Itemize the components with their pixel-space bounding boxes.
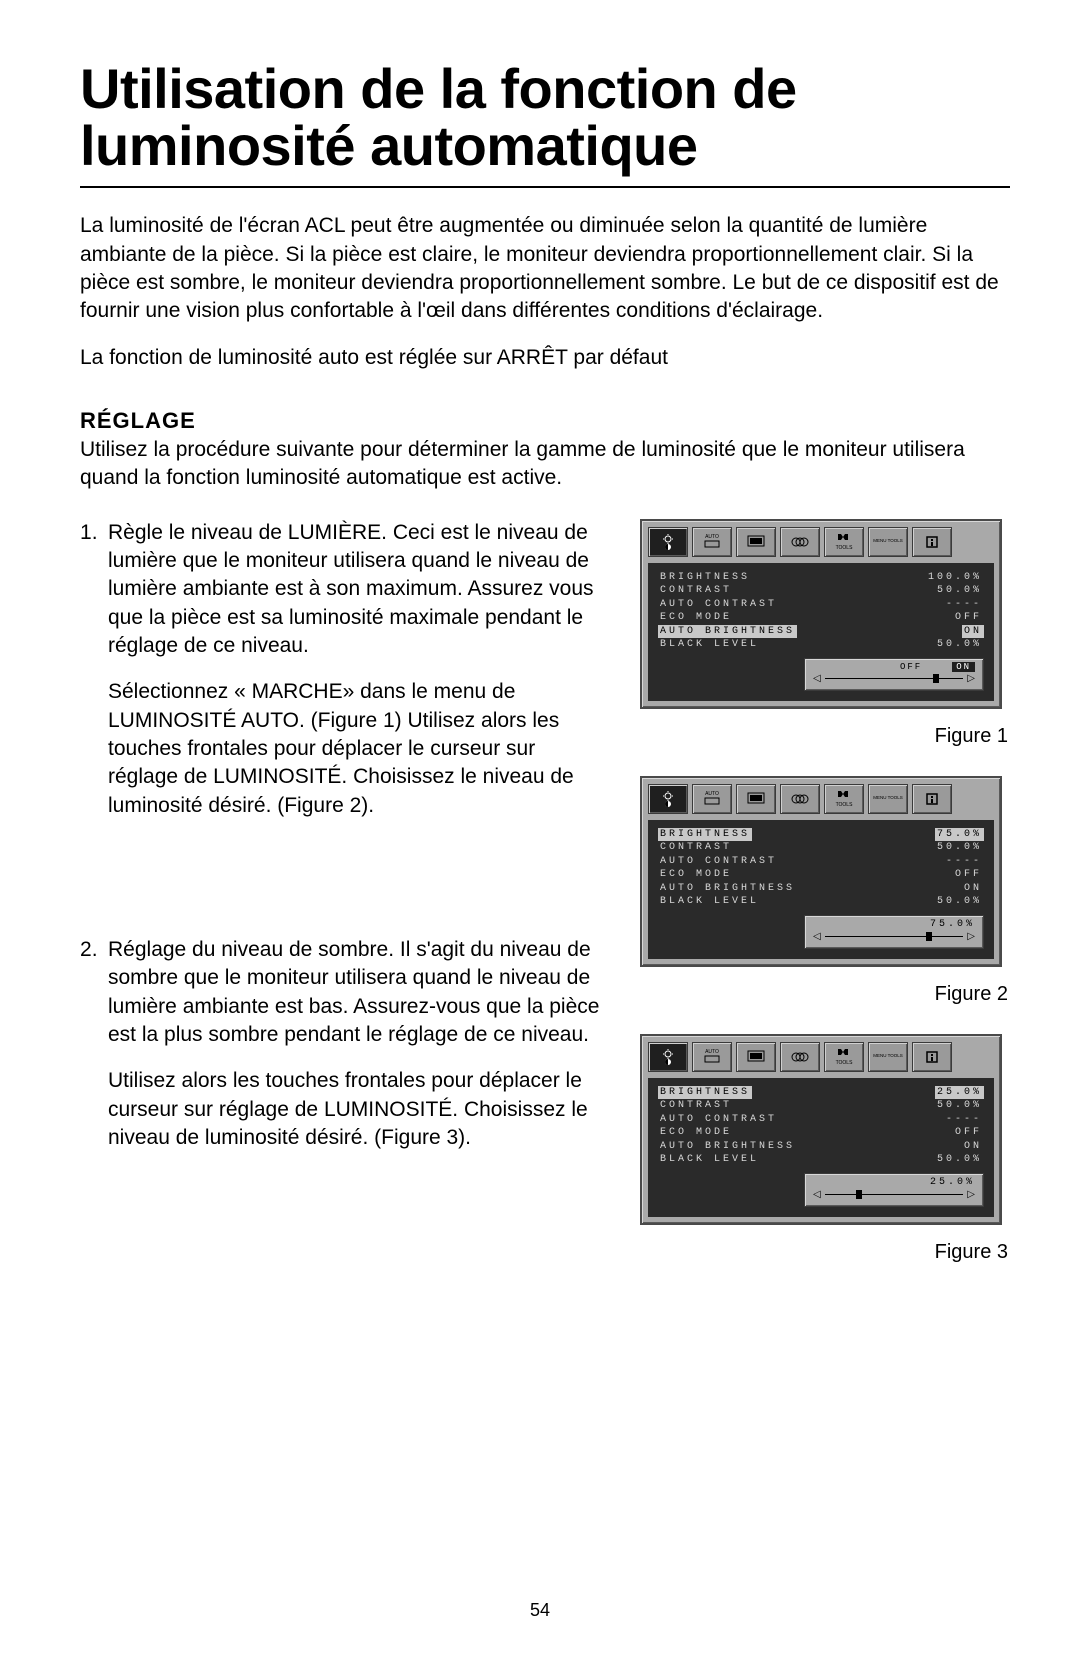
auto-tab: AUTO	[692, 527, 732, 557]
slider-thumb	[856, 1190, 862, 1199]
slider-thumb	[933, 674, 939, 683]
row-auto-brightness: AUTO BRIGHTNESSON	[658, 1140, 984, 1154]
row-eco-mode: ECO MODEOFF	[658, 1126, 984, 1140]
row-black-level: BLACK LEVEL50.0%	[658, 895, 984, 909]
tools-tab: TOOLS	[824, 1042, 864, 1072]
brightness-tab-icon	[648, 784, 688, 814]
toggle-on-label: ON	[952, 662, 975, 672]
screen-tab-icon	[736, 527, 776, 557]
osd-tabs: AUTO TOOLS MENU TOOLS	[648, 784, 994, 814]
title-rule	[80, 186, 1010, 188]
figure-3-caption: Figure 3	[640, 1241, 1008, 1264]
row-black-level: BLACK LEVEL50.0%	[658, 1153, 984, 1167]
figure-2-caption: Figure 2	[640, 983, 1008, 1006]
page-title: Utilisation de la fonction de luminosité…	[80, 60, 1010, 174]
info-tab-icon	[912, 527, 952, 557]
screen-tab-icon	[736, 1042, 776, 1072]
auto-tab-label: AUTO	[705, 534, 719, 540]
slider-track: ◁▷	[813, 673, 975, 685]
info-tab-icon	[912, 1042, 952, 1072]
figure-1-caption: Figure 1	[640, 725, 1008, 748]
osd-tabs: AUTO TOOLS MENU TOOLS	[648, 1042, 994, 1072]
osd-slider-box: 25.0% ◁▷	[804, 1173, 984, 1207]
row-auto-brightness: AUTO BRIGHTNESSON	[658, 882, 984, 896]
row-black-level: BLACK LEVEL50.0%	[658, 638, 984, 652]
step-1: Règle le niveau de LUMIÈRE. Ceci est le …	[80, 519, 610, 820]
osd-body: BRIGHTNESS100.0% CONTRAST50.0% AUTO CONT…	[648, 563, 994, 701]
tools-tab: TOOLS	[824, 527, 864, 557]
row-auto-brightness: AUTO BRIGHTNESSON	[658, 625, 984, 639]
color-tab-icon	[780, 527, 820, 557]
osd-slider-box: 75.0% ◁▷	[804, 915, 984, 949]
osd-figure-3: AUTO TOOLS MENU TOOLS BRIGHTNESS25.0% CO…	[640, 1034, 1002, 1225]
intro-paragraph: La luminosité de l'écran ACL peut être a…	[80, 212, 1010, 325]
arrow-right-icon: ▷	[967, 931, 975, 942]
row-brightness: BRIGHTNESS100.0%	[658, 571, 984, 585]
menu-tools-tab: MENU TOOLS	[868, 784, 908, 814]
section-heading: RÉGLAGE	[80, 408, 1010, 434]
row-eco-mode: ECO MODEOFF	[658, 868, 984, 882]
color-tab-icon	[780, 1042, 820, 1072]
row-brightness: BRIGHTNESS25.0%	[658, 1086, 984, 1100]
slider-thumb	[926, 932, 932, 941]
menu-tools-label: MENU TOOLS	[873, 539, 903, 544]
step-2-text-b: Utilisez alors les touches frontales pou…	[108, 1067, 610, 1152]
arrow-left-icon: ◁	[813, 673, 821, 684]
osd-figure-1: AUTO TOOLS MENU TOOLS BRIGHTNESS100.0% C…	[640, 519, 1002, 709]
brightness-tab-icon	[648, 1042, 688, 1072]
osd-tabs: AUTO TOOLS MENU TOOLS	[648, 527, 994, 557]
row-auto-contrast: AUTO CONTRAST----	[658, 1113, 984, 1127]
toggle-labels: OFF ON	[813, 662, 975, 672]
menu-tools-tab: MENU TOOLS	[868, 1042, 908, 1072]
row-brightness: BRIGHTNESS75.0%	[658, 828, 984, 842]
info-tab-icon	[912, 784, 952, 814]
osd-toggle-box: OFFON ◁▷	[804, 658, 984, 691]
slider-value: 75.0%	[813, 919, 975, 930]
screen-tab-icon	[736, 784, 776, 814]
row-contrast: CONTRAST50.0%	[658, 584, 984, 598]
step-2-text-a: Réglage du niveau de sombre. Il s'agit d…	[108, 938, 599, 1046]
row-contrast: CONTRAST50.0%	[658, 841, 984, 855]
auto-tab: AUTO	[692, 784, 732, 814]
osd-figure-2: AUTO TOOLS MENU TOOLS BRIGHTNESS75.0% CO…	[640, 776, 1002, 967]
step-1-text-a: Règle le niveau de LUMIÈRE. Ceci est le …	[108, 521, 594, 657]
menu-tools-tab: MENU TOOLS	[868, 527, 908, 557]
arrow-left-icon: ◁	[813, 1189, 821, 1200]
tools-tab: TOOLS	[824, 784, 864, 814]
color-tab-icon	[780, 784, 820, 814]
arrow-right-icon: ▷	[967, 673, 975, 684]
figures-column: AUTO TOOLS MENU TOOLS BRIGHTNESS100.0% C…	[640, 519, 1010, 1282]
toggle-off-label: OFF	[900, 662, 922, 672]
tools-tab-label: TOOLS	[836, 545, 853, 551]
arrow-right-icon: ▷	[967, 1189, 975, 1200]
step-2: Réglage du niveau de sombre. Il s'agit d…	[80, 936, 610, 1152]
row-auto-contrast: AUTO CONTRAST----	[658, 598, 984, 612]
slider-track: ◁▷	[813, 1189, 975, 1201]
brightness-tab-icon	[648, 527, 688, 557]
steps-column: Règle le niveau de LUMIÈRE. Ceci est le …	[80, 519, 610, 1282]
slider-track: ◁▷	[813, 931, 975, 943]
arrow-left-icon: ◁	[813, 931, 821, 942]
slider-value: 25.0%	[813, 1177, 975, 1188]
page-number: 54	[0, 1600, 1080, 1621]
step-1-text-b: Sélectionnez « MARCHE» dans le menu de L…	[108, 678, 610, 820]
osd-body: BRIGHTNESS75.0% CONTRAST50.0% AUTO CONTR…	[648, 820, 994, 959]
section-lead: Utilisez la procédure suivante pour déte…	[80, 436, 1010, 493]
row-eco-mode: ECO MODEOFF	[658, 611, 984, 625]
default-note: La fonction de luminosité auto est réglé…	[80, 344, 1010, 372]
two-column-layout: Règle le niveau de LUMIÈRE. Ceci est le …	[80, 519, 1010, 1282]
osd-body: BRIGHTNESS25.0% CONTRAST50.0% AUTO CONTR…	[648, 1078, 994, 1217]
row-contrast: CONTRAST50.0%	[658, 1099, 984, 1113]
auto-tab: AUTO	[692, 1042, 732, 1072]
row-auto-contrast: AUTO CONTRAST----	[658, 855, 984, 869]
